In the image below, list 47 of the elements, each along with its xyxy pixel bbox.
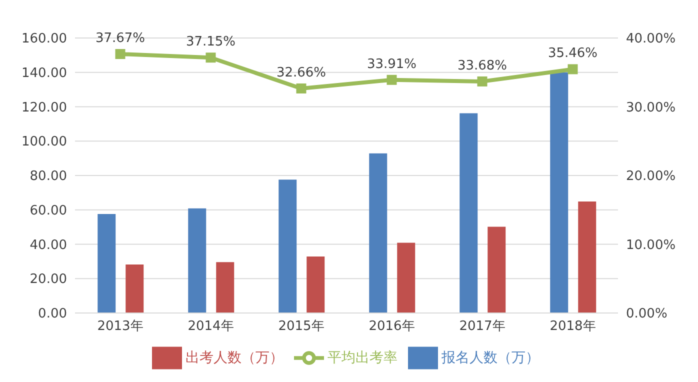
x-tick-label: 2016年 [368,319,415,334]
y-tick-label: 80.00 [30,169,67,184]
bar [550,72,568,313]
legend-label: 平均出考率 [328,350,398,366]
y2-tick-label: 40.00% [626,32,676,47]
data-label: 37.15% [186,34,236,50]
point [568,64,578,74]
y-tick-label: 100.00 [22,134,67,150]
y-tick-label: 60.00 [30,203,67,218]
bar [188,208,206,313]
x-tick-label: 2015年 [278,319,324,334]
x-tick-label: 2018年 [550,319,596,334]
bar [460,113,478,313]
legend-label: 报名人数（万） [442,350,540,366]
point [115,49,126,60]
data-label: 37.67% [95,31,146,46]
y-tick-label: 0.00 [38,306,67,322]
y-tick-label: 140.00 [22,66,67,81]
point [477,76,488,86]
x-tick-label: 2014年 [188,319,234,334]
bar [278,180,297,313]
legend-label: 出考人数（万） [186,350,284,366]
y2-tick-label: 20.00% [626,169,676,184]
y-tick-label: 20.00 [30,272,67,288]
data-label: 33.91% [366,56,417,72]
point [206,52,216,63]
point [296,83,306,94]
x-tick-label: 2017年 [459,319,506,334]
point [386,74,397,85]
data-label: 33.68% [457,58,508,74]
y-tick-label: 40.00 [30,238,67,253]
y2-tick-label: 10.00% [626,238,676,253]
bar [578,201,596,313]
bar [126,264,144,313]
bar [98,214,116,313]
data-label: 32.66% [276,65,326,80]
y-tick-label: 120.00 [22,100,67,116]
data-label: 35.46% [548,46,598,62]
bar [369,153,388,313]
y2-tick-label: 0.00% [626,306,668,322]
x-tick-label: 2013年 [97,319,144,334]
bar [488,226,506,313]
y-tick-label: 160.00 [22,32,67,47]
bar [397,242,416,313]
y2-tick-label: 30.00% [626,100,676,116]
bar [216,262,234,313]
bar [306,256,325,313]
